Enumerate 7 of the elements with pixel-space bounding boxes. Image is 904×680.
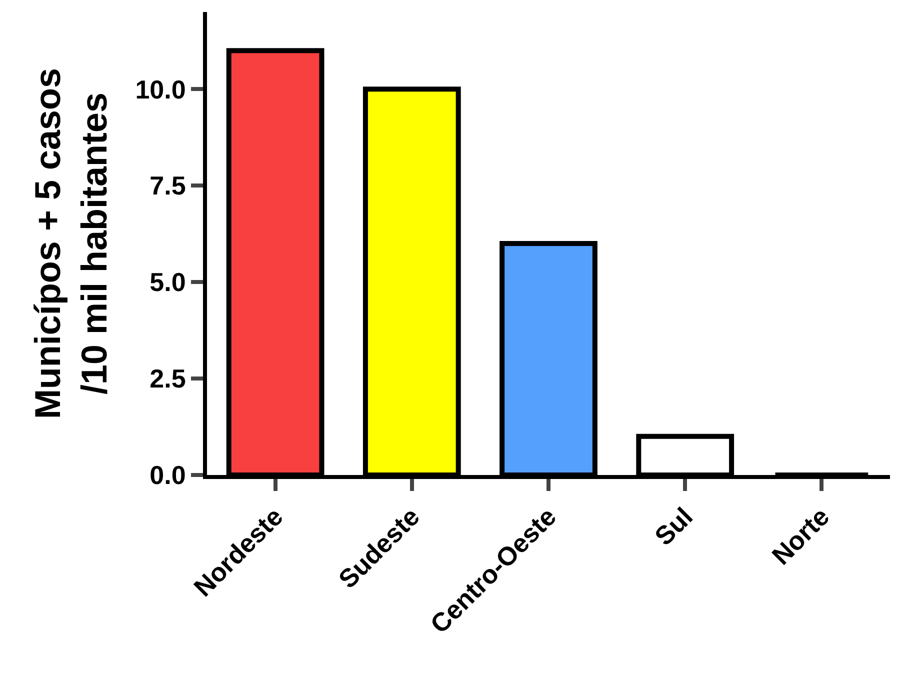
y-tick-label: 2.5 [150, 364, 186, 394]
y-tick-label: 7.5 [150, 170, 186, 201]
y-tick-label: 5.0 [150, 267, 186, 298]
x-tick-label: Sul [648, 501, 699, 552]
y-tick-label: 0.0 [150, 460, 186, 490]
y-axis-title: Municípos + 5 casos /10 mil habitantes [26, 68, 115, 420]
y-tick-label: 10.0 [135, 74, 186, 104]
